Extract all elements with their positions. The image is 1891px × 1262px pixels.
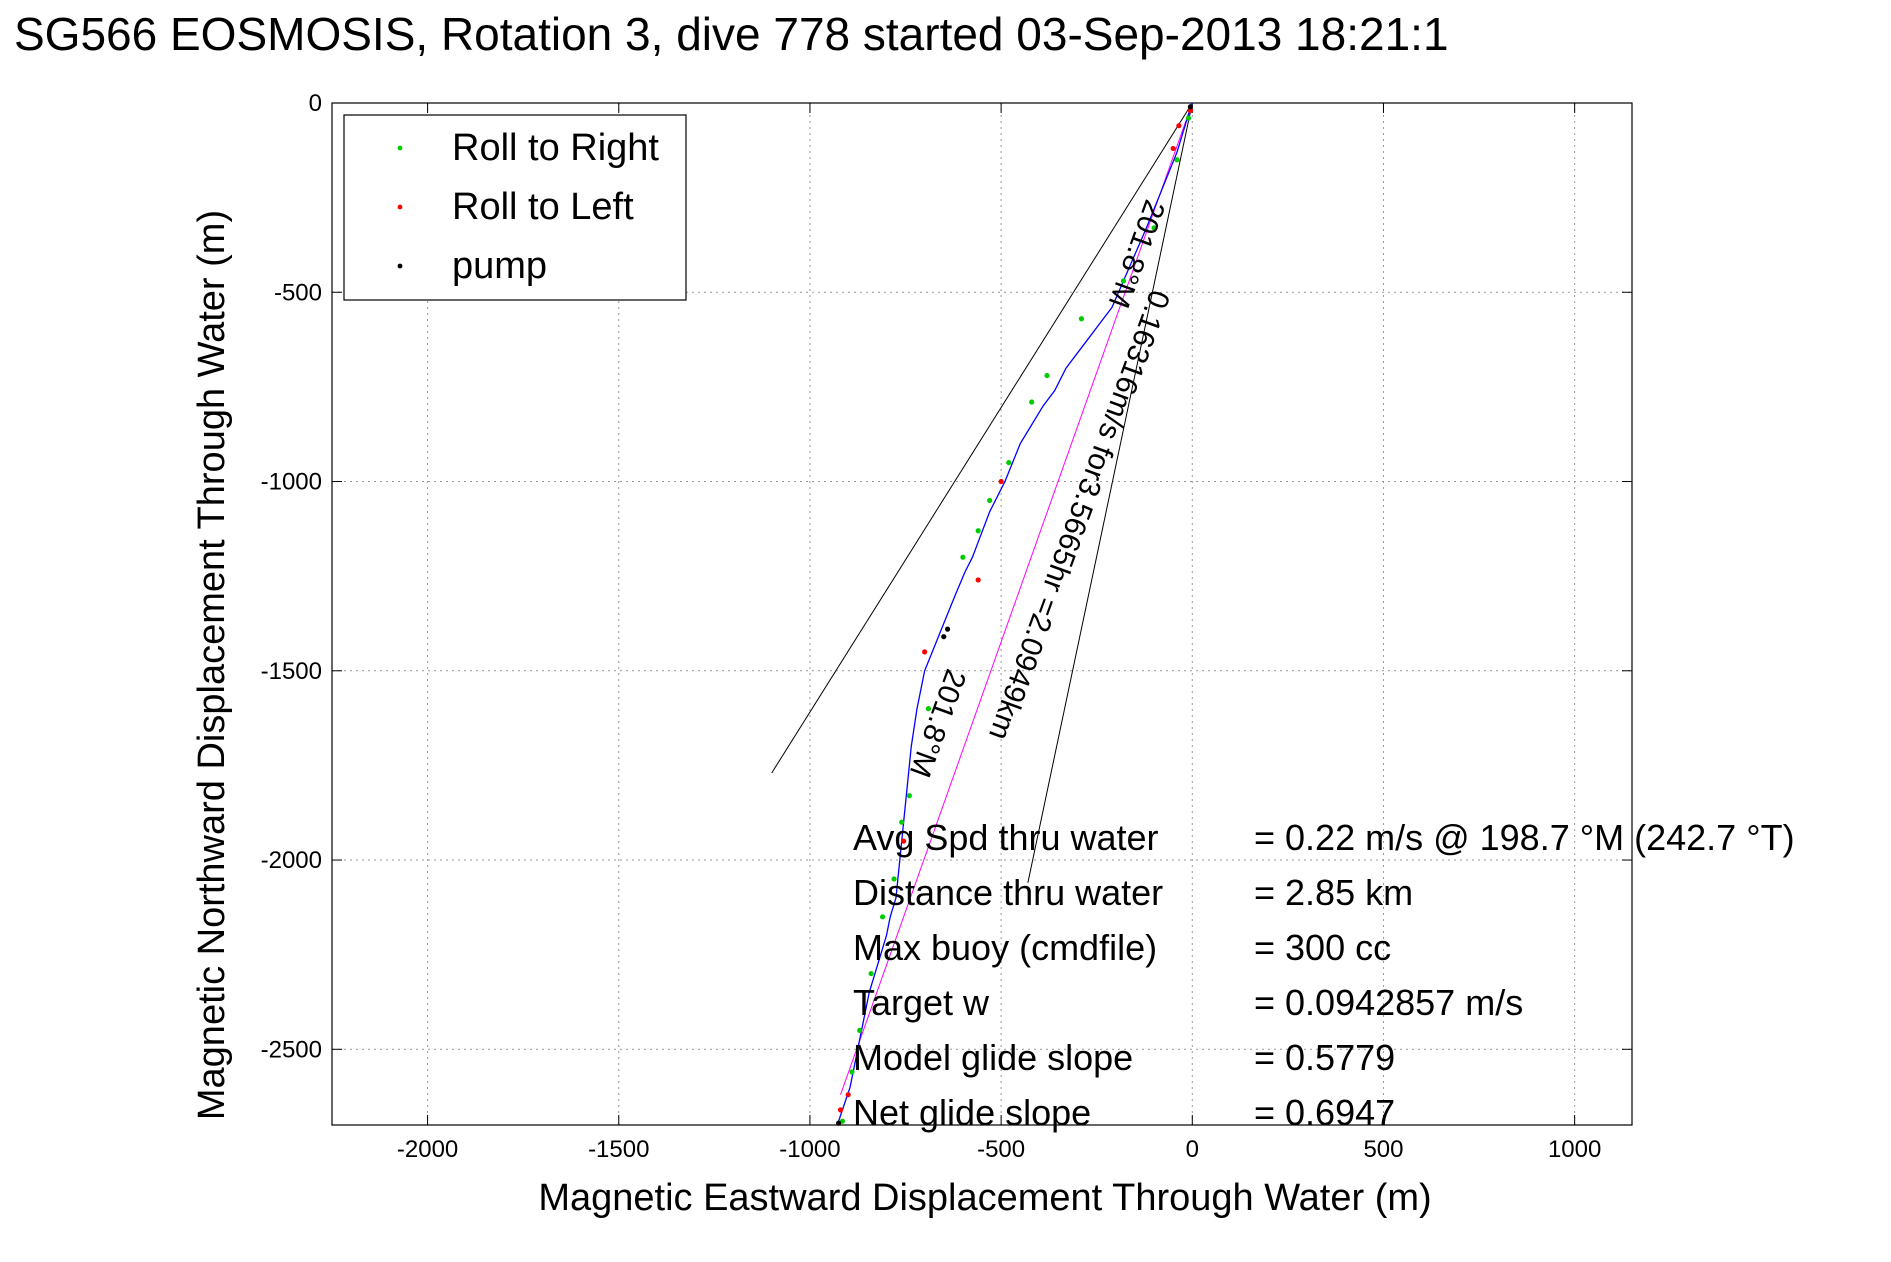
pump-point bbox=[941, 634, 947, 640]
reference-line bbox=[840, 102, 1193, 1095]
roll-left-point bbox=[901, 838, 907, 844]
x-axis-label: Magnetic Eastward Displacement Through W… bbox=[538, 1177, 1431, 1219]
stat-value: = 0.0942857 m/s bbox=[1254, 982, 1523, 1023]
y-tick-label: -2000 bbox=[261, 847, 322, 874]
roll-right-point bbox=[960, 554, 966, 560]
axes-box bbox=[331, 102, 1633, 1126]
roll-left-point bbox=[1170, 145, 1176, 152]
stat-label: Model glide slope bbox=[853, 1037, 1133, 1078]
roll-right-point bbox=[868, 970, 874, 977]
roll-left-point bbox=[922, 649, 928, 655]
stat-value: = 0.6947 bbox=[1254, 1092, 1395, 1133]
pump-point bbox=[836, 1120, 842, 1126]
roll-right-point bbox=[857, 1027, 863, 1033]
stat-label: Distance thru water bbox=[853, 872, 1163, 913]
x-tick-label: -1500 bbox=[588, 1136, 649, 1163]
roll-right-point bbox=[1185, 115, 1192, 121]
pump-point bbox=[1187, 104, 1193, 110]
stat-value: = 300 cc bbox=[1254, 927, 1391, 968]
y-axis-label: Magnetic Northward Displacement Through … bbox=[191, 210, 233, 1120]
roll-right-point bbox=[906, 793, 912, 799]
pump-point bbox=[944, 626, 951, 632]
roll-right-point bbox=[891, 876, 897, 882]
legend-label: pump bbox=[452, 245, 547, 287]
roll-right-point bbox=[1151, 225, 1157, 231]
legend: Roll to Right Roll to Left pump bbox=[343, 114, 687, 301]
roll-right-point bbox=[879, 914, 886, 920]
stat-value: = 0.5779 bbox=[1254, 1037, 1395, 1078]
y-tick-label: -1000 bbox=[261, 469, 322, 496]
roll-left-point bbox=[1187, 107, 1193, 114]
y-tick-label: -1500 bbox=[261, 658, 322, 685]
stat-value: = 2.85 km bbox=[1254, 872, 1413, 913]
roll-right-point bbox=[1174, 157, 1180, 163]
stats-panel: Avg Spd thru water = 0.22 m/s @ 198.7 °M … bbox=[853, 817, 1795, 1133]
legend-marker bbox=[397, 204, 403, 210]
roll-left-point bbox=[837, 1107, 844, 1113]
x-tick-label: 0 bbox=[1186, 1136, 1199, 1163]
roll-right-point bbox=[849, 1069, 855, 1075]
x-tick-label: 1000 bbox=[1548, 1136, 1601, 1163]
roll-left-point bbox=[998, 478, 1004, 485]
stat-label: Net glide slope bbox=[853, 1092, 1091, 1133]
roll-right-point bbox=[925, 706, 932, 712]
roll-right-point bbox=[987, 497, 993, 504]
reference-line bbox=[1027, 102, 1193, 883]
roll-right-point bbox=[1078, 316, 1085, 322]
x-tick-label: -2000 bbox=[397, 1136, 458, 1163]
stat-label: Max buoy (cmdfile) bbox=[853, 927, 1157, 968]
y-tick-label: -500 bbox=[274, 279, 322, 306]
stat-label: Avg Spd thru water bbox=[853, 817, 1159, 858]
reference-line bbox=[771, 102, 1193, 774]
x-tick-label: -500 bbox=[977, 1136, 1025, 1163]
roll-right-point bbox=[975, 528, 981, 534]
y-tick-label: -2500 bbox=[261, 1036, 322, 1063]
stat-value: = 0.22 m/s @ 198.7 °M (242.7 °T) bbox=[1254, 817, 1795, 858]
x-tick-label: -1000 bbox=[779, 1136, 840, 1163]
roll-right-point bbox=[1029, 399, 1035, 405]
legend-label: Roll to Left bbox=[452, 186, 634, 228]
legend-marker bbox=[397, 145, 403, 151]
roll-right-point bbox=[899, 819, 905, 825]
track-annotation: 201.8°M bbox=[903, 665, 972, 782]
chart-title: SG566 EOSMOSIS, Rotation 3, dive 778 sta… bbox=[14, 8, 1449, 60]
roll-right-point bbox=[1006, 459, 1012, 466]
y-tick-label: 0 bbox=[309, 90, 322, 117]
roll-left-point bbox=[845, 1092, 851, 1098]
roll-right-point bbox=[1120, 278, 1127, 284]
legend-label: Roll to Right bbox=[452, 127, 659, 169]
stat-label: Target w bbox=[853, 982, 990, 1023]
roll-left-point bbox=[1176, 123, 1182, 129]
roll-right-point bbox=[1044, 372, 1050, 379]
roll-left-point bbox=[975, 577, 981, 583]
track-line bbox=[838, 102, 1193, 1122]
x-tick-label: 500 bbox=[1363, 1136, 1403, 1163]
track-annotation: 0.16316m/s for3.5665hr =2.0949km bbox=[982, 286, 1176, 745]
legend-marker bbox=[397, 263, 403, 269]
